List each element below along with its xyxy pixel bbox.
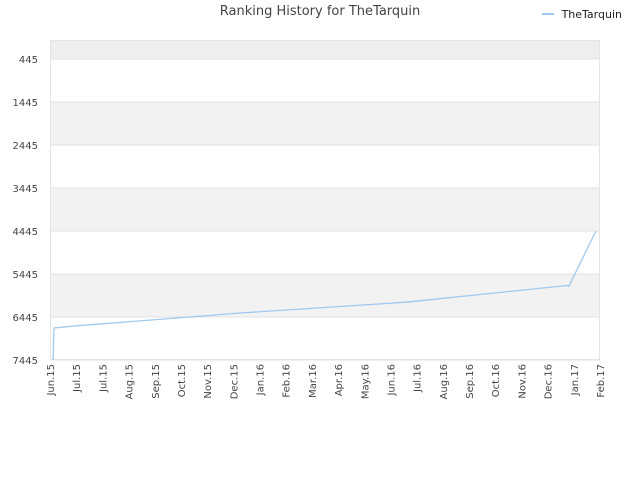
chart-title: Ranking History for TheTarquin bbox=[219, 4, 421, 19]
x-tick-label: May.16 bbox=[360, 364, 371, 399]
plot-band bbox=[50, 188, 600, 231]
y-tick-label: 4445 bbox=[13, 227, 38, 238]
x-tick-label: Oct.16 bbox=[491, 364, 502, 397]
y-tick-label: 6445 bbox=[13, 313, 38, 324]
x-tick-label: Nov.15 bbox=[203, 364, 214, 399]
plot-band bbox=[50, 102, 600, 145]
plot-band bbox=[50, 274, 600, 317]
y-tick-label: 1445 bbox=[13, 98, 38, 109]
y-tick-label: 7445 bbox=[13, 356, 38, 367]
x-tick-label: Jul.15 bbox=[72, 364, 83, 393]
x-tick-label: Dec.16 bbox=[544, 364, 555, 399]
x-tick-label: Feb.17 bbox=[596, 364, 607, 398]
x-tick-label: Dec.15 bbox=[229, 364, 240, 399]
x-tick-label: Aug.16 bbox=[439, 364, 450, 399]
x-tick-label: Jun.16 bbox=[386, 364, 397, 397]
plot-band bbox=[50, 40, 600, 59]
x-tick-label: Mar.16 bbox=[308, 364, 319, 398]
y-tick-label: 3445 bbox=[13, 184, 38, 195]
x-tick-label: Sep.15 bbox=[151, 364, 162, 399]
legend-label: TheTarquin bbox=[561, 7, 622, 21]
x-tick-label: Jun.15 bbox=[46, 364, 57, 397]
y-tick-label: 445 bbox=[19, 55, 38, 66]
x-tick-label: Sep.16 bbox=[465, 364, 476, 399]
y-tick-label: 2445 bbox=[13, 141, 38, 152]
x-tick-label: Oct.15 bbox=[177, 364, 188, 397]
legend[interactable]: TheTarquin bbox=[541, 7, 622, 21]
y-tick-label: 5445 bbox=[13, 270, 38, 281]
x-tick-label: Apr.16 bbox=[334, 364, 345, 396]
x-tick-label: Jul.16 bbox=[413, 364, 424, 393]
x-tick-label: Aug.15 bbox=[125, 364, 136, 399]
x-tick-label: Jul.15 bbox=[98, 364, 109, 393]
plot-border bbox=[50, 40, 600, 360]
x-tick-label: Jan.17 bbox=[570, 364, 581, 396]
x-tick-label: Feb.16 bbox=[282, 364, 293, 398]
series-line bbox=[52, 230, 597, 361]
x-tick-label: Jan.16 bbox=[256, 364, 267, 396]
legend-swatch bbox=[541, 13, 554, 15]
x-tick-label: Nov.16 bbox=[517, 364, 528, 399]
